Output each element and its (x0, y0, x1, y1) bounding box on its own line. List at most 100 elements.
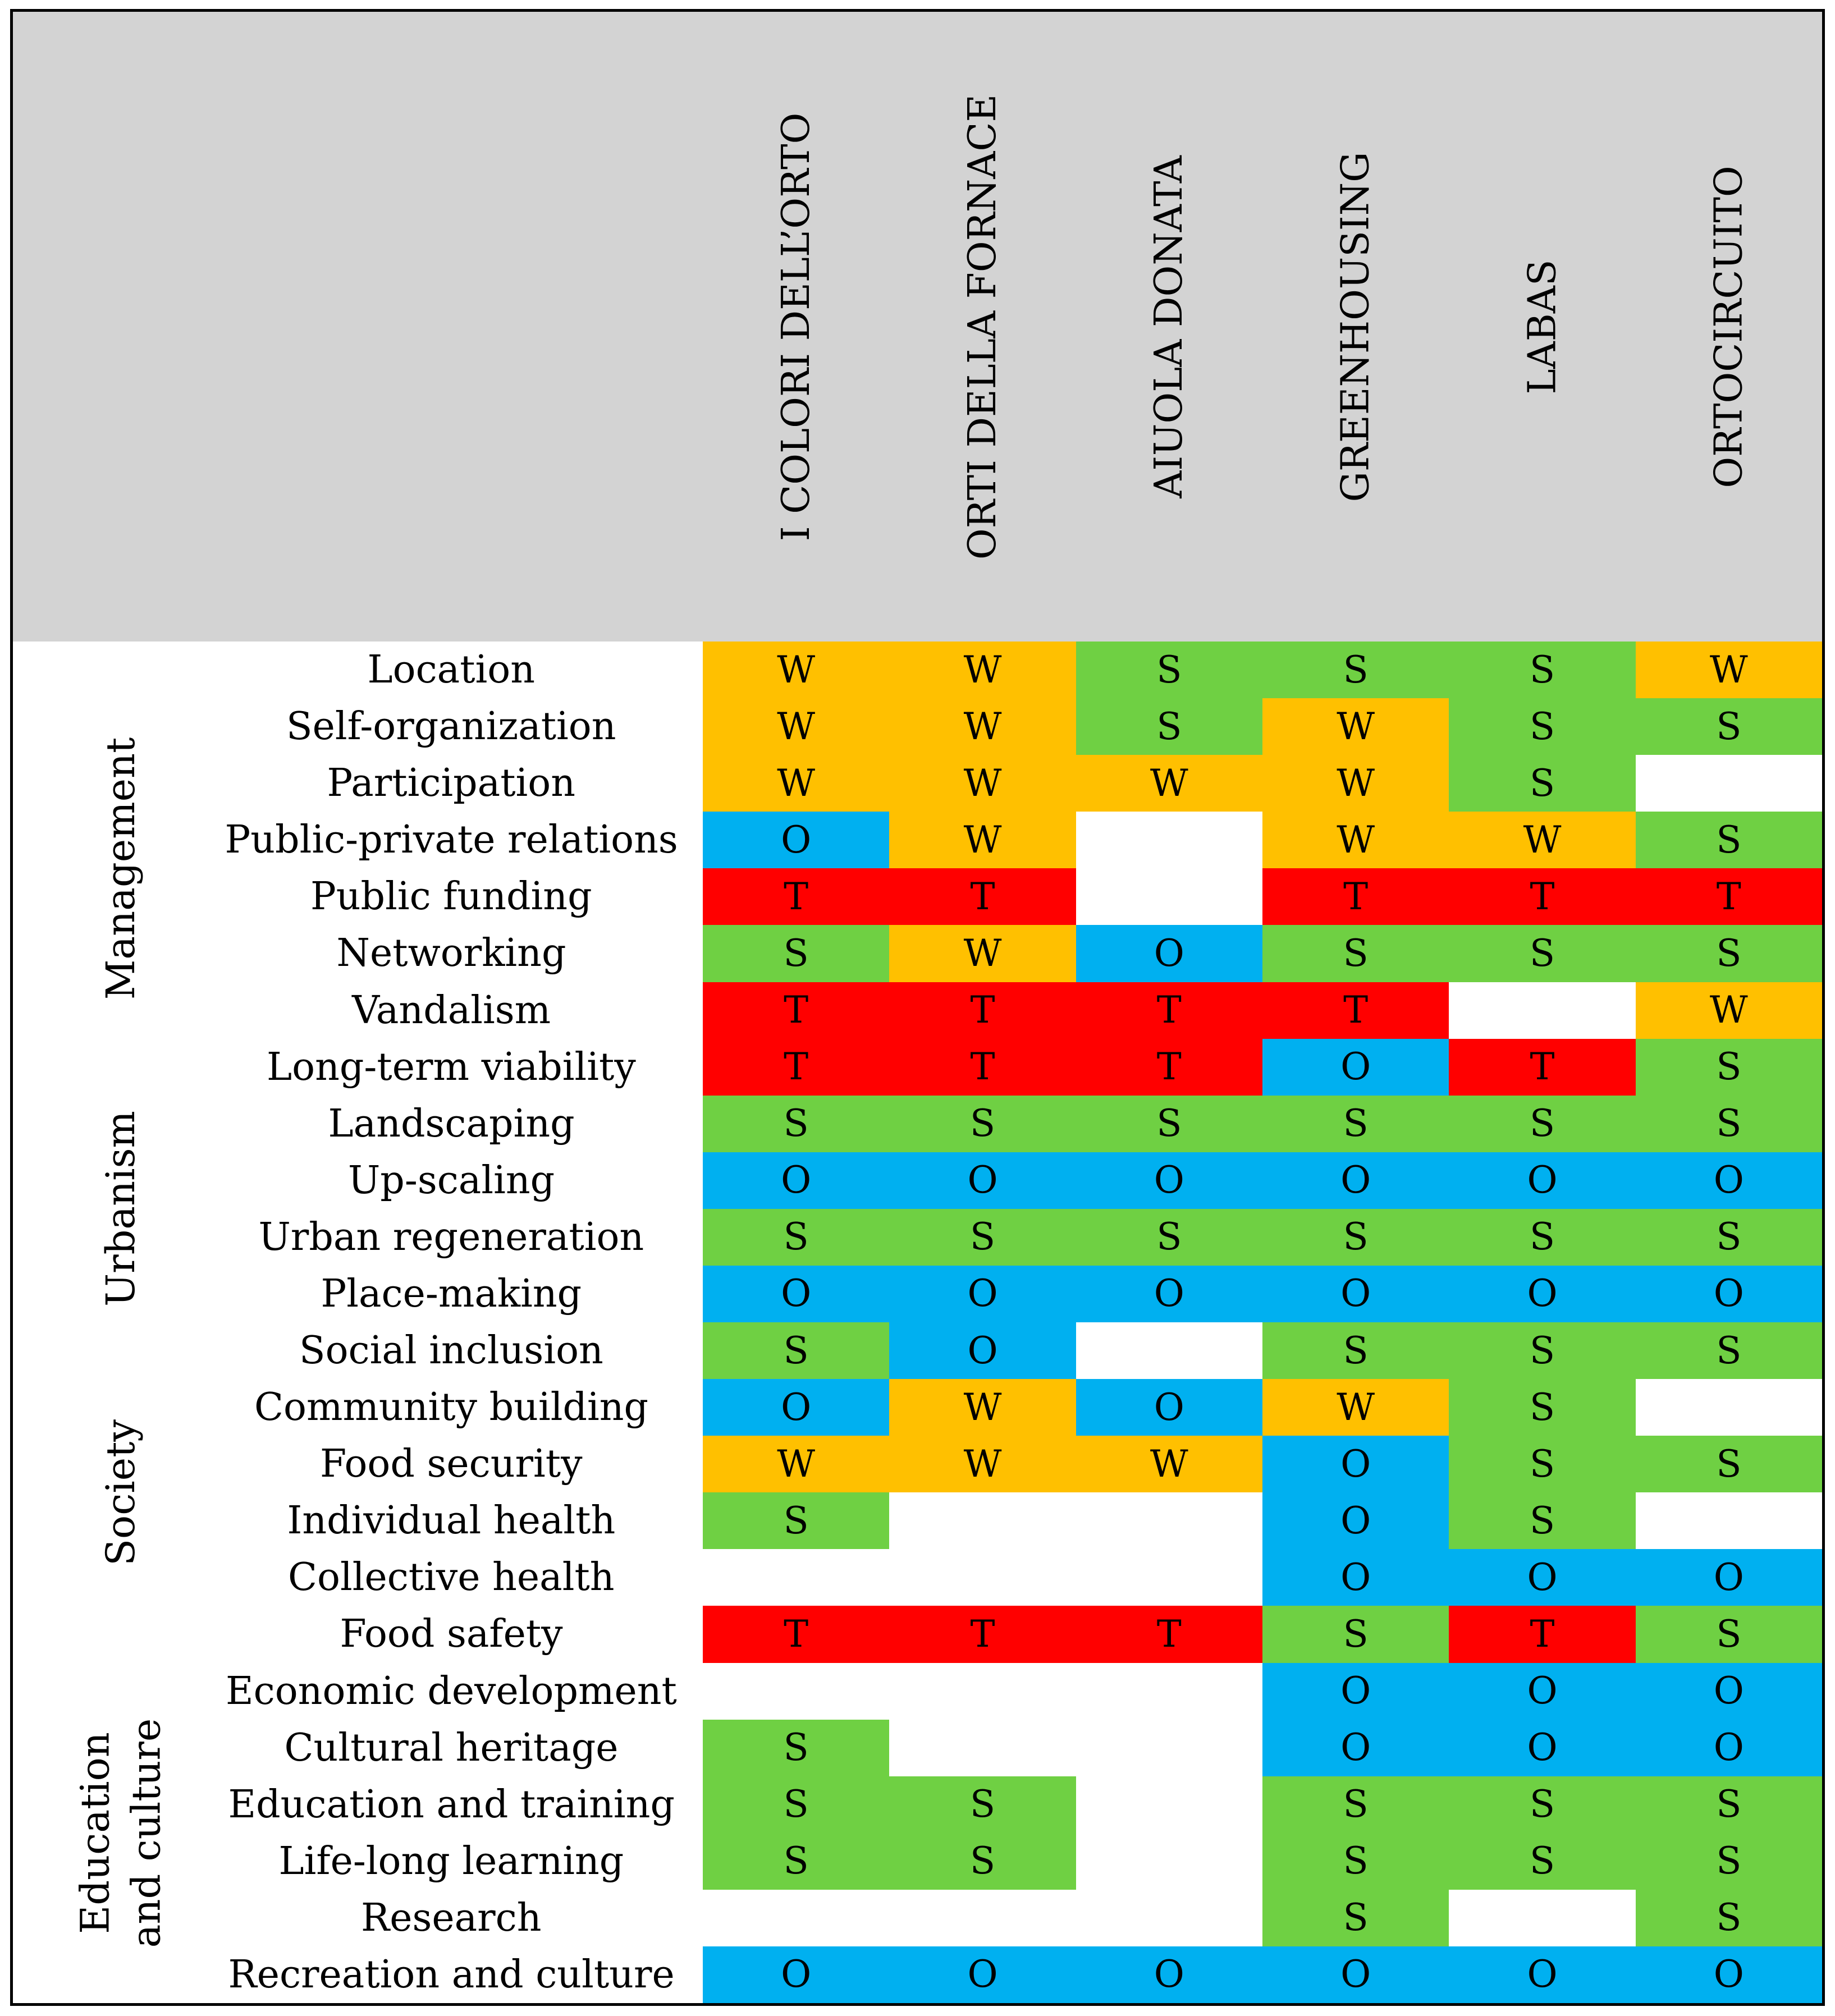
cell-value: S (783, 1328, 809, 1372)
cell-value: S (1529, 1442, 1555, 1486)
cell-value: S (1716, 1215, 1742, 1259)
table-cell (889, 1662, 1077, 1720)
table-cell (1449, 1889, 1636, 1947)
cell-value: S (1716, 1102, 1742, 1146)
table-cell (703, 1152, 890, 1209)
table-cell (1076, 925, 1263, 983)
table-cell (1449, 1946, 1636, 2004)
cell-value: T (784, 1045, 809, 1089)
table-cell (1262, 1265, 1449, 1323)
cell-value: S (783, 1726, 809, 1770)
table-cell (1449, 1436, 1636, 1493)
cell-value: O (1340, 1442, 1371, 1486)
table-cell (703, 698, 890, 755)
row-label: Collective health (288, 1555, 615, 1600)
cell-value: W (777, 761, 816, 805)
cell-value: O (967, 1953, 998, 1996)
table-cell (1076, 1662, 1263, 1720)
cell-value: W (963, 648, 1002, 691)
table-cell (1076, 1322, 1263, 1380)
table-cell (1262, 1095, 1449, 1153)
table-cell (1076, 1208, 1263, 1266)
table-cell (889, 1832, 1077, 1890)
table-cell (889, 1265, 1077, 1323)
cell-value: O (1340, 1272, 1371, 1316)
cell-value: O (781, 1158, 812, 1202)
cell-value: S (1716, 1839, 1742, 1883)
table-cell (1635, 1152, 1823, 1209)
cell-value: S (1343, 648, 1369, 691)
row-label: Vandalism (352, 988, 551, 1033)
table-cell (1635, 1265, 1823, 1323)
table-cell (1076, 1095, 1263, 1153)
cell-value: S (1529, 648, 1555, 691)
cell-value: T (1716, 874, 1741, 918)
table-cell (703, 868, 890, 925)
table-cell (889, 1889, 1077, 1947)
cell-value: S (1529, 761, 1555, 805)
cell-value: O (1154, 1158, 1184, 1202)
table-cell (889, 812, 1077, 869)
table-cell (1076, 1606, 1263, 1664)
table-cell (1635, 1322, 1823, 1380)
table-cell (1635, 1776, 1823, 1834)
table-cell (1449, 698, 1636, 755)
table-cell (1635, 642, 1823, 699)
table-cell (1262, 868, 1449, 925)
cell-value: O (1713, 1555, 1744, 1599)
cell-value: O (1340, 1045, 1371, 1089)
cell-value: O (967, 1158, 998, 1202)
row-label: Food safety (340, 1612, 563, 1657)
table-cell (1449, 642, 1636, 699)
cell-value: W (1150, 761, 1188, 805)
cell-value: S (783, 1783, 809, 1826)
cell-value: S (1716, 1896, 1742, 1940)
table-cell (703, 925, 890, 983)
cell-value: O (1527, 1272, 1558, 1316)
cell-value: S (1156, 648, 1182, 691)
row-label: Location (367, 648, 536, 693)
table-cell (1076, 755, 1263, 812)
table-cell (889, 1379, 1077, 1436)
cell-value: S (1156, 704, 1182, 748)
cell-value: T (970, 874, 995, 918)
cell-value: W (777, 1442, 816, 1486)
table-cell (1076, 1038, 1263, 1096)
cell-value: O (1527, 1953, 1558, 1996)
cell-value: O (1154, 1385, 1184, 1429)
table-cell (889, 1606, 1077, 1664)
table-cell (1262, 812, 1449, 869)
cell-value: S (1716, 704, 1742, 748)
cell-value: O (1340, 1499, 1371, 1542)
table-cell (889, 1038, 1077, 1096)
cell-value: T (1530, 1045, 1555, 1089)
table-cell (889, 1719, 1077, 1777)
table-cell (1262, 1662, 1449, 1720)
table-cell (889, 1946, 1077, 2004)
table-cell (889, 642, 1077, 699)
cell-value: S (1529, 1783, 1555, 1826)
table-cell (1262, 1606, 1449, 1664)
row-label: Public funding (310, 874, 592, 919)
cell-value: O (1527, 1726, 1558, 1770)
table-cell (889, 868, 1077, 925)
table-cell (1449, 1492, 1636, 1550)
cell-value: W (963, 931, 1002, 975)
table-cell (1262, 1719, 1449, 1777)
cell-value: O (1340, 1555, 1371, 1599)
row-label: Urban regeneration (258, 1215, 644, 1259)
table-cell (1262, 1889, 1449, 1947)
cell-value: O (1527, 1555, 1558, 1599)
table-cell (1635, 1208, 1823, 1266)
cell-value: S (1716, 1783, 1742, 1826)
table-cell (703, 755, 890, 812)
table-cell (1076, 812, 1263, 869)
cell-value: T (1343, 874, 1369, 918)
table-cell (1449, 1208, 1636, 1266)
cell-value: W (1150, 1442, 1188, 1486)
table-cell (889, 698, 1077, 755)
row-label: Food security (320, 1442, 583, 1487)
table-cell (1262, 1549, 1449, 1606)
table-cell (1076, 982, 1263, 1039)
table-cell (1076, 698, 1263, 755)
